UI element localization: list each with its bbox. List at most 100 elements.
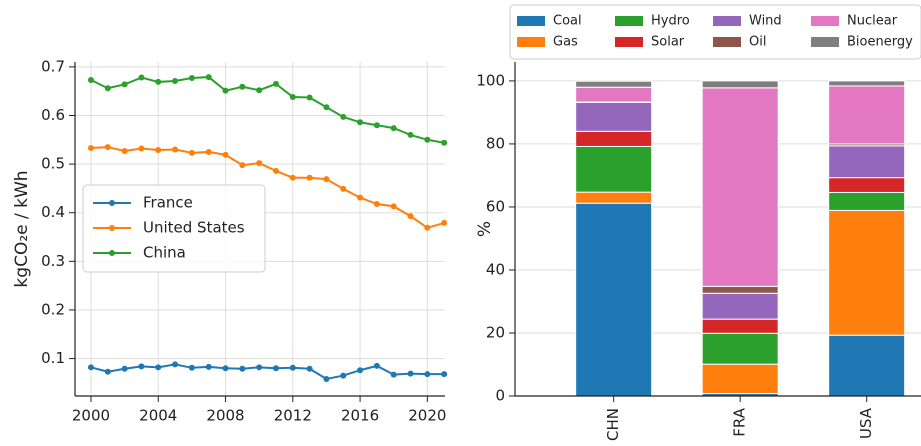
point <box>239 162 246 169</box>
x-tick-label: 2020 <box>408 407 446 425</box>
bar-segment <box>828 191 906 211</box>
legend-swatch <box>811 37 839 47</box>
point <box>272 80 279 87</box>
point <box>357 194 364 201</box>
legend-label: Hydro <box>651 14 690 29</box>
point <box>272 365 279 372</box>
point <box>340 113 347 120</box>
y-tick-label: 0.1 <box>41 349 65 367</box>
point <box>407 131 414 138</box>
y-tick-label: 0.7 <box>41 57 65 75</box>
legend-label: Nuclear <box>847 14 898 29</box>
x-tick-label: CHN <box>604 408 622 441</box>
bar-segment <box>575 145 653 193</box>
x-tick-label: 2012 <box>274 407 312 425</box>
y-tick-label: 0.6 <box>41 106 65 124</box>
point <box>138 363 145 370</box>
y-tick-label: 20 <box>486 323 505 341</box>
legend-label: Oil <box>749 35 766 50</box>
legend-swatch <box>811 16 839 26</box>
x-tick-label: FRA <box>731 407 749 436</box>
point <box>239 365 246 372</box>
point <box>121 147 128 154</box>
point <box>390 371 397 378</box>
point <box>357 367 364 374</box>
bar-segment <box>828 145 906 179</box>
point <box>407 370 414 377</box>
point <box>239 83 246 90</box>
point <box>205 74 212 81</box>
y-tick-label: 80 <box>486 134 505 152</box>
point <box>407 213 414 220</box>
point <box>222 151 229 158</box>
point <box>121 81 128 88</box>
bar-segment <box>828 209 906 336</box>
y-tick-label: 0.2 <box>41 300 65 318</box>
bar-segment <box>701 292 779 320</box>
point <box>323 176 330 183</box>
bar-segment <box>575 86 653 103</box>
x-tick-label: 2004 <box>139 407 177 425</box>
point <box>340 372 347 379</box>
legend-label: China <box>143 244 186 262</box>
y-tick-label: 0.4 <box>41 203 65 221</box>
point <box>441 139 448 146</box>
y-axis-label: kgCO₂e / kWh <box>12 170 32 287</box>
point <box>188 364 195 371</box>
legend-label: France <box>143 194 193 212</box>
legend-label: Bioenergy <box>847 35 913 50</box>
legend-swatch <box>517 16 545 26</box>
point <box>172 77 179 84</box>
bar-segment <box>701 363 779 394</box>
point <box>424 224 431 231</box>
legend-marker <box>109 225 115 231</box>
bar-segment <box>828 334 906 397</box>
y-tick-label: 40 <box>486 260 505 278</box>
point <box>205 148 212 155</box>
legend-label: Wind <box>749 14 782 29</box>
y-tick-label: 0.5 <box>41 155 65 173</box>
y-tick-label: 0.3 <box>41 252 65 270</box>
point <box>138 145 145 152</box>
legend-label: Gas <box>553 35 578 50</box>
point <box>323 375 330 382</box>
point <box>172 146 179 153</box>
point <box>272 167 279 174</box>
series-line <box>90 76 445 144</box>
legend-swatch <box>517 37 545 47</box>
point <box>424 371 431 378</box>
point <box>104 85 111 92</box>
point <box>373 362 380 369</box>
point <box>357 119 364 126</box>
point <box>323 104 330 111</box>
bar-segment <box>575 202 653 397</box>
bar-segment <box>575 101 653 132</box>
legend-box <box>82 184 266 273</box>
point <box>306 365 313 372</box>
bar-segment <box>828 177 906 193</box>
point <box>222 365 229 372</box>
bar-segment <box>701 332 779 365</box>
bar-segment <box>701 87 779 287</box>
point <box>155 364 162 371</box>
y-tick-label: 60 <box>486 197 505 215</box>
x-tick-label: 2016 <box>341 407 379 425</box>
point <box>441 371 448 378</box>
point <box>306 174 313 181</box>
bar-segment <box>828 85 906 145</box>
point <box>390 203 397 210</box>
point <box>222 87 229 94</box>
point <box>373 122 380 129</box>
point <box>205 363 212 370</box>
point <box>390 125 397 132</box>
bar-segment <box>575 130 653 147</box>
x-tick-label: 2008 <box>206 407 244 425</box>
point <box>289 174 296 181</box>
x-tick-label: 2000 <box>72 407 110 425</box>
legend-label: Solar <box>651 35 685 50</box>
y-tick-label: 0 <box>495 387 505 405</box>
point <box>424 136 431 143</box>
bar-segment <box>575 191 653 204</box>
point <box>289 364 296 371</box>
